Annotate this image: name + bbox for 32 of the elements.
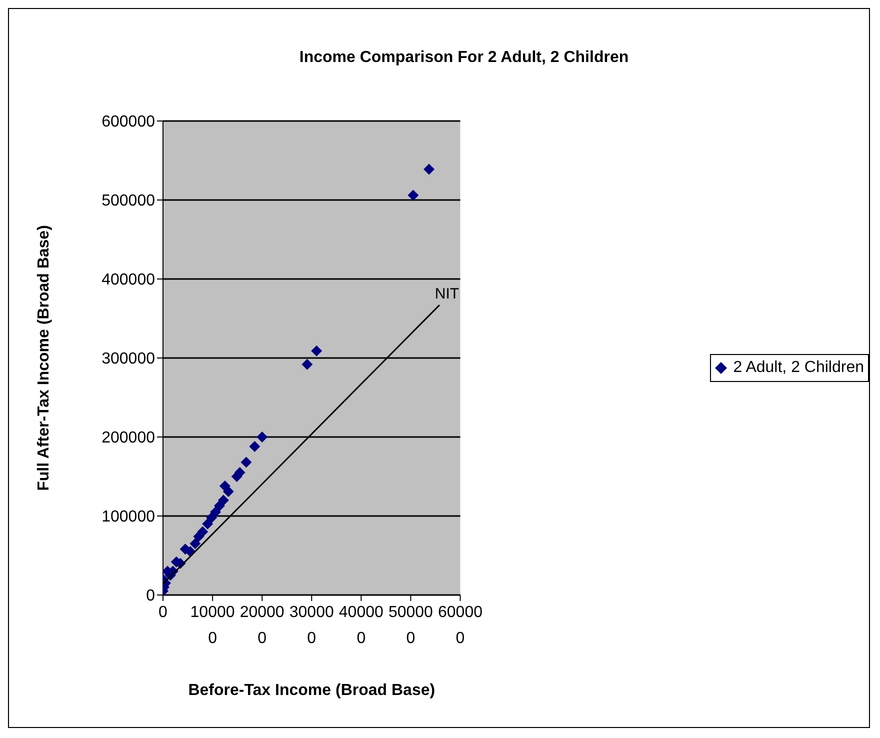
y-tick-label: 400000: [102, 272, 156, 289]
x-tick-label: 30000 0: [289, 604, 334, 647]
legend-label: 2 Adult, 2 Children: [733, 359, 864, 377]
point: [190, 538, 201, 550]
x-axis-title: Before-Tax Income (Broad Base): [188, 682, 436, 699]
y-tick-label: 0: [146, 588, 156, 605]
y-axis-title: Full After-Tax Income (Broad Base): [36, 225, 53, 491]
point: [210, 506, 222, 518]
point: [311, 345, 322, 356]
point: [424, 164, 435, 175]
point: [202, 518, 214, 530]
point: [302, 358, 313, 370]
point: [240, 456, 252, 468]
y-tick-label: 100000: [102, 508, 156, 526]
x-tick-label: 20000 0: [240, 604, 284, 647]
point: [222, 486, 234, 498]
x-tick-label: 0: [158, 604, 168, 621]
point: [408, 190, 419, 201]
x-tick-label: 40000 0: [338, 604, 384, 647]
series-label: NIT: [434, 286, 460, 303]
x-tick-label: 50000 0: [388, 604, 434, 647]
x-tick-label: 10000 0: [190, 604, 235, 647]
point: [256, 432, 268, 442]
point: [249, 440, 260, 452]
y-tick-label: 200000: [102, 430, 156, 447]
y-tick-label: 500000: [102, 192, 156, 210]
chart-title: Income Comparison For 2 Adult, 2 Children: [298, 49, 630, 67]
point: [218, 494, 229, 506]
x-tick-label: 60000 0: [438, 604, 483, 647]
y-tick-label: 300000: [102, 350, 156, 368]
point: [197, 526, 208, 538]
y-tick-label: 600000: [102, 114, 156, 131]
